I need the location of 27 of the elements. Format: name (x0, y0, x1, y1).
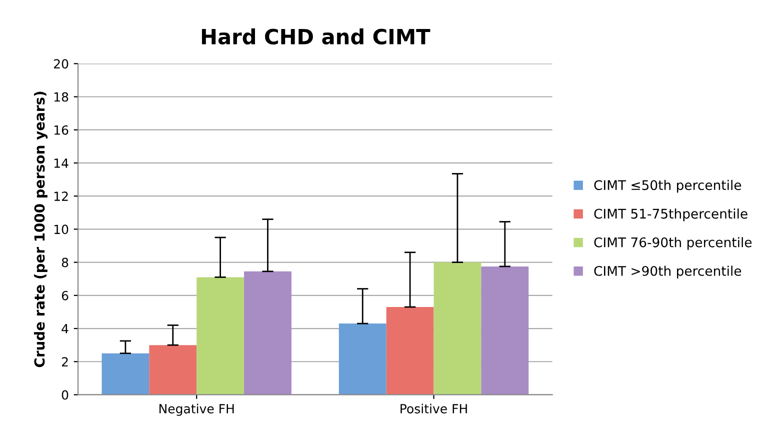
legend-label: CIMT >90th percentile (594, 266, 742, 278)
y-axis-title: Crude rate (per 1000 person years) (34, 92, 48, 368)
y-tick-label: 6 (62, 290, 68, 300)
bar (434, 262, 482, 395)
bar (196, 277, 244, 395)
y-tick-label: 12 (54, 192, 68, 201)
y-tick-label: 4 (62, 324, 68, 334)
y-tick-label: 8 (62, 258, 68, 268)
y-tick-label: 10 (54, 224, 68, 234)
legend-label: CIMT ≤50th percentile (594, 180, 742, 193)
y-tick-label: 0 (62, 390, 68, 400)
y-tick-label: 14 (54, 158, 68, 168)
y-tick-label: 16 (54, 125, 68, 135)
bar (338, 324, 386, 395)
x-tick-label: Negative FH (160, 404, 234, 416)
bar (386, 307, 434, 395)
legend-label: CIMT 51-75thpercentile (594, 208, 748, 222)
bar (481, 266, 529, 395)
y-tick-label: 18 (54, 92, 68, 102)
bar (244, 271, 292, 395)
bar (102, 353, 150, 395)
y-tick-label: 2 (62, 357, 68, 366)
x-tick-label: Positive FH (400, 404, 467, 414)
chart-title: Hard CHD and CIMT (202, 28, 430, 44)
legend-label: CIMT 76-90th percentile (594, 237, 752, 250)
bar (149, 345, 197, 395)
y-tick-label: 20 (54, 59, 68, 69)
